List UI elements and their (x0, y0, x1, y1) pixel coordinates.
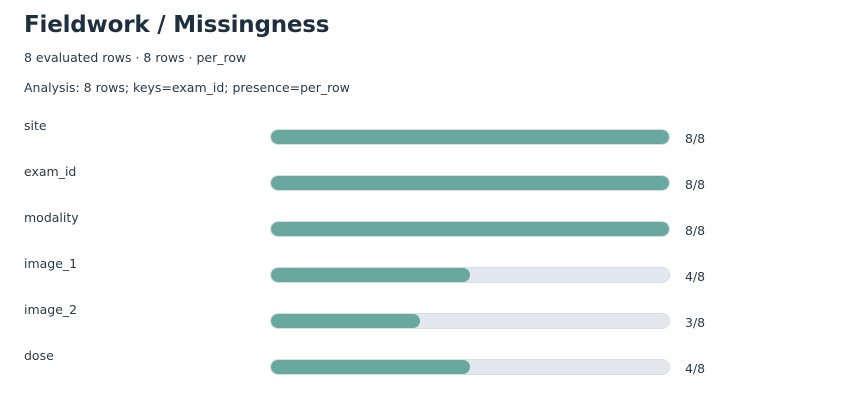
bar-fill (271, 222, 669, 236)
category-label: modality (24, 210, 79, 225)
page-subtitle: 8 evaluated rows · 8 rows · per_row (24, 50, 247, 65)
bar-track (270, 313, 670, 329)
category-label: exam_id (24, 164, 77, 179)
bar-track (270, 221, 670, 237)
bar-fill (271, 176, 669, 190)
bar-fill (271, 130, 669, 144)
category-label: image_2 (24, 302, 78, 317)
count-label: 8/8 (685, 131, 706, 146)
bar-track (270, 129, 670, 145)
chart-row: image_2 3/8 (0, 296, 864, 342)
bar-fill (271, 268, 470, 282)
category-label: site (24, 118, 47, 133)
bar-track (270, 175, 670, 191)
category-label: image_1 (24, 256, 78, 271)
chart-row: dose 4/8 (0, 342, 864, 388)
missingness-chart: site 8/8 exam_id 8/8 modality 8/8 image_1 4/8 im… (0, 112, 864, 388)
count-label: 3/8 (685, 315, 706, 330)
category-label: dose (24, 348, 54, 363)
bar-track (270, 359, 670, 375)
analysis-summary: Analysis: 8 rows; keys=exam_id; presence… (24, 80, 350, 95)
count-label: 4/8 (685, 361, 706, 376)
page-title: Fieldwork / Missingness (24, 12, 330, 38)
bar-fill (271, 360, 470, 374)
count-label: 8/8 (685, 223, 706, 238)
chart-row: image_1 4/8 (0, 250, 864, 296)
bar-track (270, 267, 670, 283)
count-label: 4/8 (685, 269, 706, 284)
chart-row: exam_id 8/8 (0, 158, 864, 204)
chart-row: modality 8/8 (0, 204, 864, 250)
count-label: 8/8 (685, 177, 706, 192)
chart-row: site 8/8 (0, 112, 864, 158)
bar-fill (271, 314, 421, 328)
